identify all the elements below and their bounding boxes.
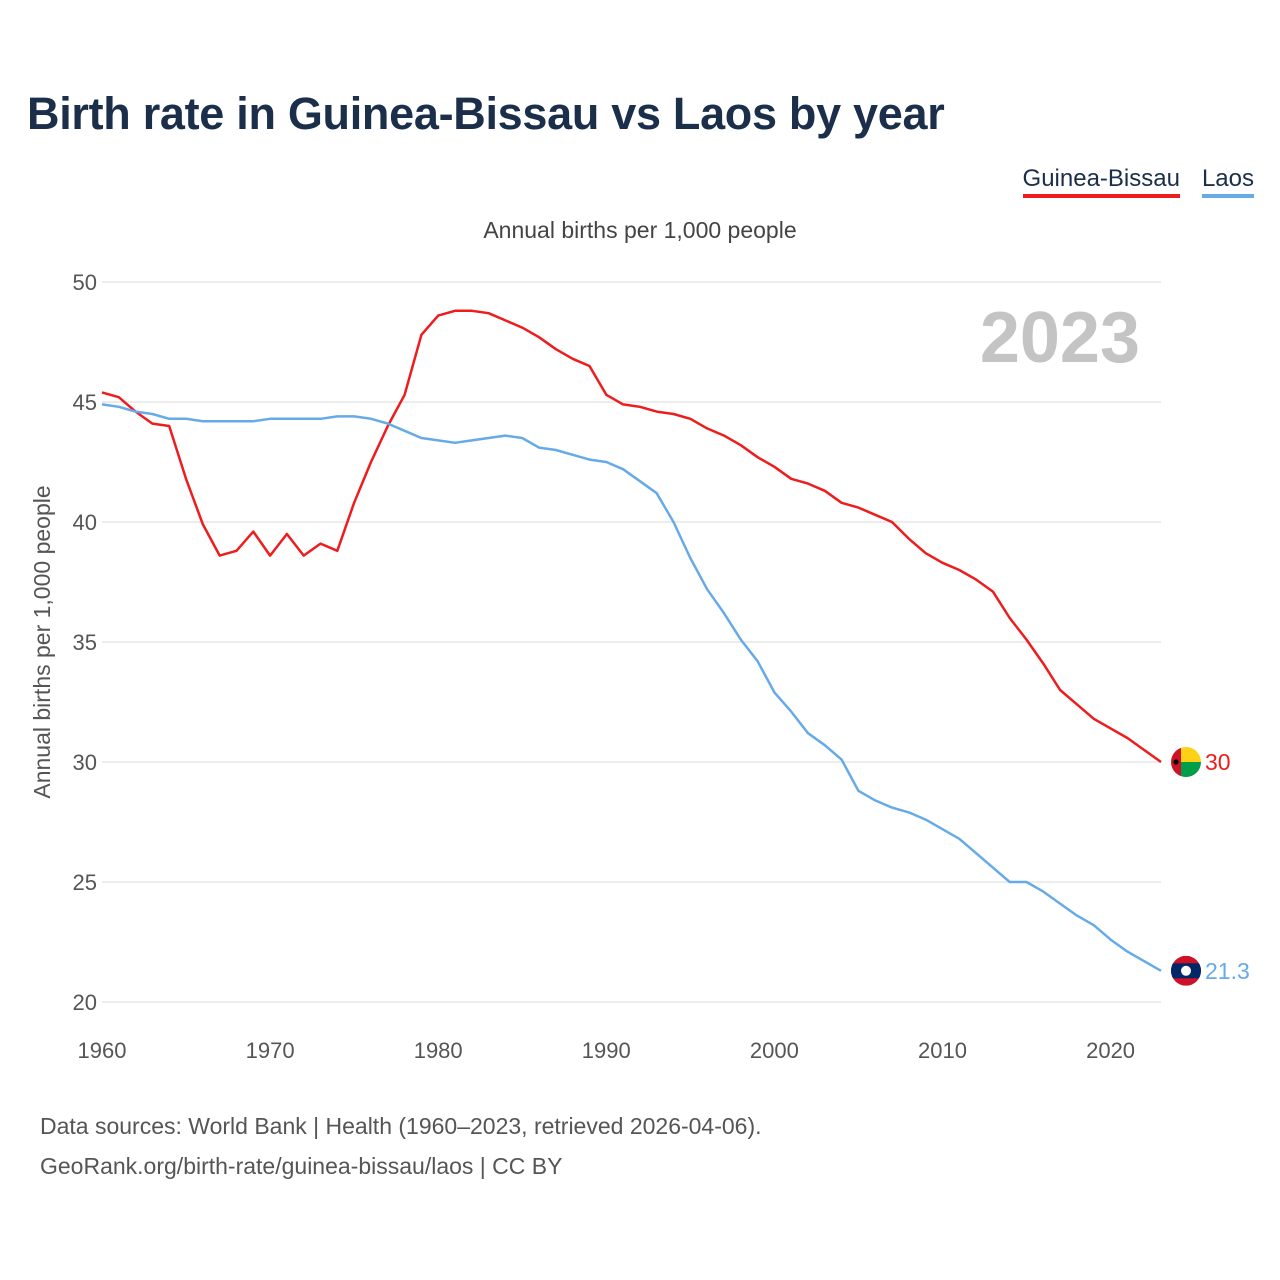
flag-green-band (1181, 762, 1201, 777)
x-tick-label: 2010 (918, 1038, 967, 1063)
chart-title: Birth rate in Guinea-Bissau vs Laos by y… (27, 88, 945, 139)
end-value-label: 21.3 (1205, 958, 1250, 984)
chart-subtitle: Annual births per 1,000 people (483, 217, 797, 243)
footer-link[interactable]: GeoRank.org/birth-rate/guinea-bissau/lao… (40, 1153, 563, 1179)
line-chart: 20 25 30 35 40 45 50 1960 1970 1980 1990 2000 2010 20… (29, 270, 1250, 1063)
year-label: 2023 (980, 298, 1140, 378)
x-tick-label: 2000 (750, 1038, 799, 1063)
x-tick-label: 1970 (246, 1038, 295, 1063)
series-line-laos (101, 403, 1162, 972)
y-tick-label: 20 (73, 990, 97, 1015)
y-tick-label: 25 (73, 870, 97, 895)
flag-yellow-band (1181, 747, 1201, 762)
x-tick-label: 1980 (414, 1038, 463, 1063)
series-line-guinea-bissau (101, 309, 1162, 764)
x-tick-label: 2020 (1086, 1038, 1135, 1063)
footer: Data sources: World Bank | Health (1960–… (40, 1106, 762, 1186)
flag-body (1171, 955, 1201, 986)
guinea-bissau-flag (1171, 747, 1201, 777)
x-tick-label: 1960 (78, 1038, 127, 1063)
y-tick-label: 45 (73, 390, 97, 415)
y-tick-label: 50 (73, 270, 97, 295)
x-tick-label: 1990 (582, 1038, 631, 1063)
legend-item-laos[interactable]: Laos (1201, 165, 1254, 198)
footer-sources: Data sources: World Bank | Health (1960–… (40, 1113, 762, 1139)
legend: Guinea-Bissau Laos (1022, 165, 1254, 198)
end-value-label: 30 (1205, 749, 1231, 775)
laos-flag (1171, 955, 1201, 986)
y-tick-label: 30 (73, 750, 97, 775)
legend-item-guinea-bissau[interactable]: Guinea-Bissau (1022, 165, 1180, 198)
flag-star (1173, 759, 1179, 765)
y-tick-label: 35 (73, 630, 97, 655)
flag-body (1171, 747, 1201, 777)
y-tick-label: 40 (73, 510, 97, 535)
flag-disc (1181, 965, 1191, 976)
y-axis-label: Annual births per 1,000 people (29, 485, 55, 798)
